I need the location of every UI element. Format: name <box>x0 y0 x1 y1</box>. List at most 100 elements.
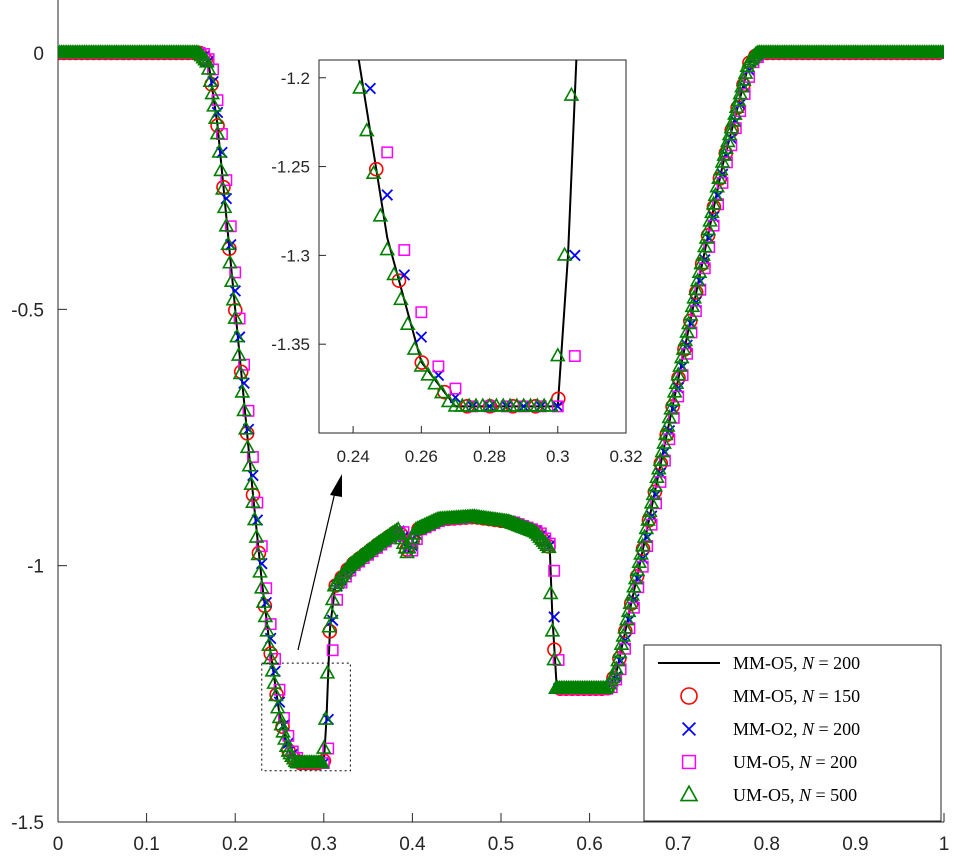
data-point-square <box>587 10 597 20</box>
inset-series <box>347 10 597 414</box>
data-point-triangle <box>207 109 224 124</box>
data-point-triangle <box>420 366 437 381</box>
data-point-triangle <box>652 451 669 466</box>
data-point-triangle <box>202 72 219 88</box>
data-point-triangle <box>634 537 651 552</box>
data-point-triangle <box>246 511 263 526</box>
data-point-square <box>548 564 561 577</box>
data-point-triangle <box>385 524 401 539</box>
data-point-triangle <box>645 485 662 501</box>
data-point-triangle <box>730 92 747 107</box>
data-point-triangle <box>629 561 646 577</box>
data-point-circle <box>347 21 360 34</box>
x-tick-label: 0.6 <box>576 834 602 855</box>
y-tick-label: 0 <box>33 44 44 65</box>
inset-frame <box>318 59 627 434</box>
data-point-triangle <box>227 309 244 324</box>
data-point-triangle <box>709 178 726 193</box>
legend-label: MM-O2, N = 200 <box>733 719 860 739</box>
data-point-triangle <box>211 143 228 158</box>
data-point-triangle <box>324 591 341 606</box>
x-tick-label: 0.7 <box>665 834 691 855</box>
data-point-triangle <box>243 475 260 491</box>
data-point-triangle <box>427 375 443 390</box>
x-tick-label: 0.9 <box>842 834 868 855</box>
data-point-triangle <box>206 97 222 112</box>
data-point-triangle <box>220 235 236 251</box>
data-point-triangle <box>666 383 683 398</box>
data-point-triangle <box>636 528 653 543</box>
legend-label: MM-O5, N = 200 <box>733 653 860 673</box>
data-point-triangle <box>236 402 252 417</box>
data-point-triangle <box>216 199 233 214</box>
data-point-triangle <box>259 622 275 637</box>
data-point-triangle <box>693 255 710 270</box>
data-point-triangle <box>347 39 360 51</box>
main-series <box>58 44 944 771</box>
data-point-square <box>365 41 375 51</box>
data-point-triangle <box>735 71 752 86</box>
data-point-triangle <box>650 460 667 475</box>
data-point-circle <box>210 118 225 133</box>
inset-y-ticks: -1.2 -1.25 -1.3 -1.35 <box>271 69 326 354</box>
data-point-circle <box>547 642 562 657</box>
data-point-triangle <box>213 162 229 177</box>
legend-label: UM-O5, N = 500 <box>733 785 857 805</box>
data-point-triangle <box>252 563 268 578</box>
legend-label: MM-O5, N = 150 <box>733 686 860 706</box>
data-point-triangle <box>222 254 238 269</box>
data-point-triangle <box>675 340 692 355</box>
data-point-triangle <box>253 579 270 594</box>
data-point-triangle <box>725 112 741 127</box>
inset-y-tick-label: -1.3 <box>281 246 310 265</box>
data-point-square <box>568 350 581 362</box>
data-point-triangle <box>278 737 295 752</box>
data-point-triangle <box>597 679 614 695</box>
data-point-triangle <box>556 246 573 261</box>
data-point-triangle <box>719 133 736 148</box>
legend: MM-O5, N = 200 MM-O5, N = 150 MM-O2, N = 2… <box>643 644 942 822</box>
data-point-triangle <box>372 207 389 222</box>
data-point-triangle <box>661 409 678 424</box>
data-point-x <box>483 400 496 413</box>
data-point-triangle <box>668 374 685 390</box>
data-point-triangle <box>440 393 457 408</box>
data-point-triangle <box>691 263 708 278</box>
data-point-triangle <box>261 636 277 651</box>
inset-y-tick-label: -1.25 <box>271 158 310 177</box>
data-point-triangle <box>266 674 283 689</box>
data-point-triangle <box>234 383 251 398</box>
data-point-triangle <box>689 272 706 287</box>
data-point-triangle <box>673 349 690 364</box>
data-point-triangle <box>686 289 703 304</box>
data-point-square <box>681 754 697 770</box>
data-point-triangle <box>241 457 258 472</box>
data-point-triangle <box>679 323 695 338</box>
data-point-triangle <box>388 522 405 537</box>
data-point-triangle <box>712 161 729 176</box>
data-point-triangle <box>399 315 416 331</box>
inset-y-tick-label: -1.2 <box>281 69 310 88</box>
data-point-triangle <box>656 434 672 449</box>
data-point-triangle <box>723 119 740 134</box>
data-point-triangle <box>544 622 561 637</box>
x-tick-label: 0 <box>53 834 64 855</box>
data-point-triangle <box>638 520 655 535</box>
x-tick-label: 0.5 <box>488 834 514 855</box>
data-point-triangle <box>250 546 267 561</box>
legend-item: MM-O5, N = 200 <box>658 653 860 673</box>
data-point-triangle <box>319 664 336 679</box>
data-point-triangle <box>526 523 543 538</box>
data-point-triangle <box>200 60 217 75</box>
data-point-triangle <box>718 139 734 155</box>
data-point-x <box>238 377 250 389</box>
data-point-triangle <box>379 241 396 256</box>
data-point-triangle <box>393 290 409 306</box>
inset-x-tick-label: 0.24 <box>337 447 370 466</box>
data-point-triangle <box>705 195 722 210</box>
data-point-triangle <box>433 384 450 399</box>
data-point-triangle <box>698 229 715 244</box>
data-point-triangle <box>314 754 330 769</box>
data-point-circle <box>245 487 261 503</box>
series-triangle <box>58 44 944 769</box>
